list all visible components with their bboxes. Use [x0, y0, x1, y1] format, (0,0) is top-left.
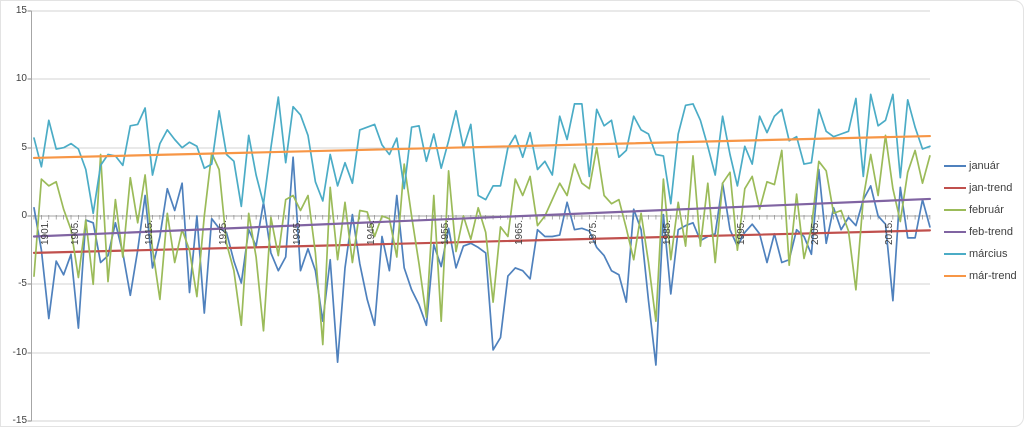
- februar-line-swatch-icon: [944, 208, 966, 211]
- y-axis-label: -10: [12, 347, 27, 358]
- x-axis-label: 2015.: [884, 220, 896, 246]
- x-axis-label: 1915.: [143, 220, 155, 246]
- series-line-már-trend[interactable]: [32, 134, 932, 160]
- y-axis-label: -15: [12, 415, 27, 426]
- x-axis-label: 1965.: [513, 220, 525, 246]
- y-axis-label: 5: [21, 142, 27, 153]
- legend-label: már-trend: [969, 269, 1017, 282]
- jan-trend-line-swatch-icon: [944, 186, 966, 189]
- x-axis-label: 1935.: [291, 220, 303, 246]
- y-axis-label: -5: [18, 278, 27, 289]
- legend-item-jan-trend[interactable]: jan-trend: [944, 181, 1017, 194]
- legend-item-marcius[interactable]: március: [944, 247, 1017, 260]
- x-axis-label: 1995.: [735, 220, 747, 246]
- x-axis-label: 2005.: [810, 220, 822, 246]
- legend-item-januar[interactable]: január: [944, 159, 1017, 172]
- series-line-jan-trend[interactable]: [32, 229, 932, 254]
- legend-item-mar-trend[interactable]: már-trend: [944, 269, 1017, 282]
- y-axis-label: 10: [15, 73, 27, 84]
- mar-trend-line-swatch-icon: [944, 274, 966, 277]
- x-axis-label: 1945.: [365, 220, 377, 246]
- legend-label: feb-trend: [969, 225, 1014, 238]
- y-axis-label: 0: [21, 210, 27, 221]
- x-axis-label: 1925.: [217, 220, 229, 246]
- series-line-január[interactable]: [33, 156, 931, 366]
- series-line-feb-trend[interactable]: [32, 197, 932, 238]
- y-axis-label: 15: [15, 5, 27, 16]
- marcius-line-swatch-icon: [944, 252, 966, 255]
- legend-label: március: [969, 247, 1008, 260]
- legend-item-februar[interactable]: február: [944, 203, 1017, 216]
- x-axis-label: 1905.: [69, 220, 81, 246]
- x-axis-label: 1955.: [439, 220, 451, 246]
- legend: január jan-trend február feb-trend márci…: [944, 159, 1017, 282]
- series-line-február[interactable]: [33, 134, 931, 346]
- series-line-március[interactable]: [33, 93, 931, 215]
- feb-trend-line-swatch-icon: [944, 230, 966, 233]
- legend-label: február: [969, 203, 1004, 216]
- legend-label: január: [969, 159, 1000, 172]
- legend-item-feb-trend[interactable]: feb-trend: [944, 225, 1017, 238]
- x-axis-label: 1901.: [40, 220, 51, 246]
- x-axis-label: 1975.: [587, 220, 599, 246]
- legend-label: jan-trend: [969, 181, 1013, 194]
- januar-line-swatch-icon: [944, 164, 966, 167]
- x-axis-label: 1985.: [661, 220, 673, 246]
